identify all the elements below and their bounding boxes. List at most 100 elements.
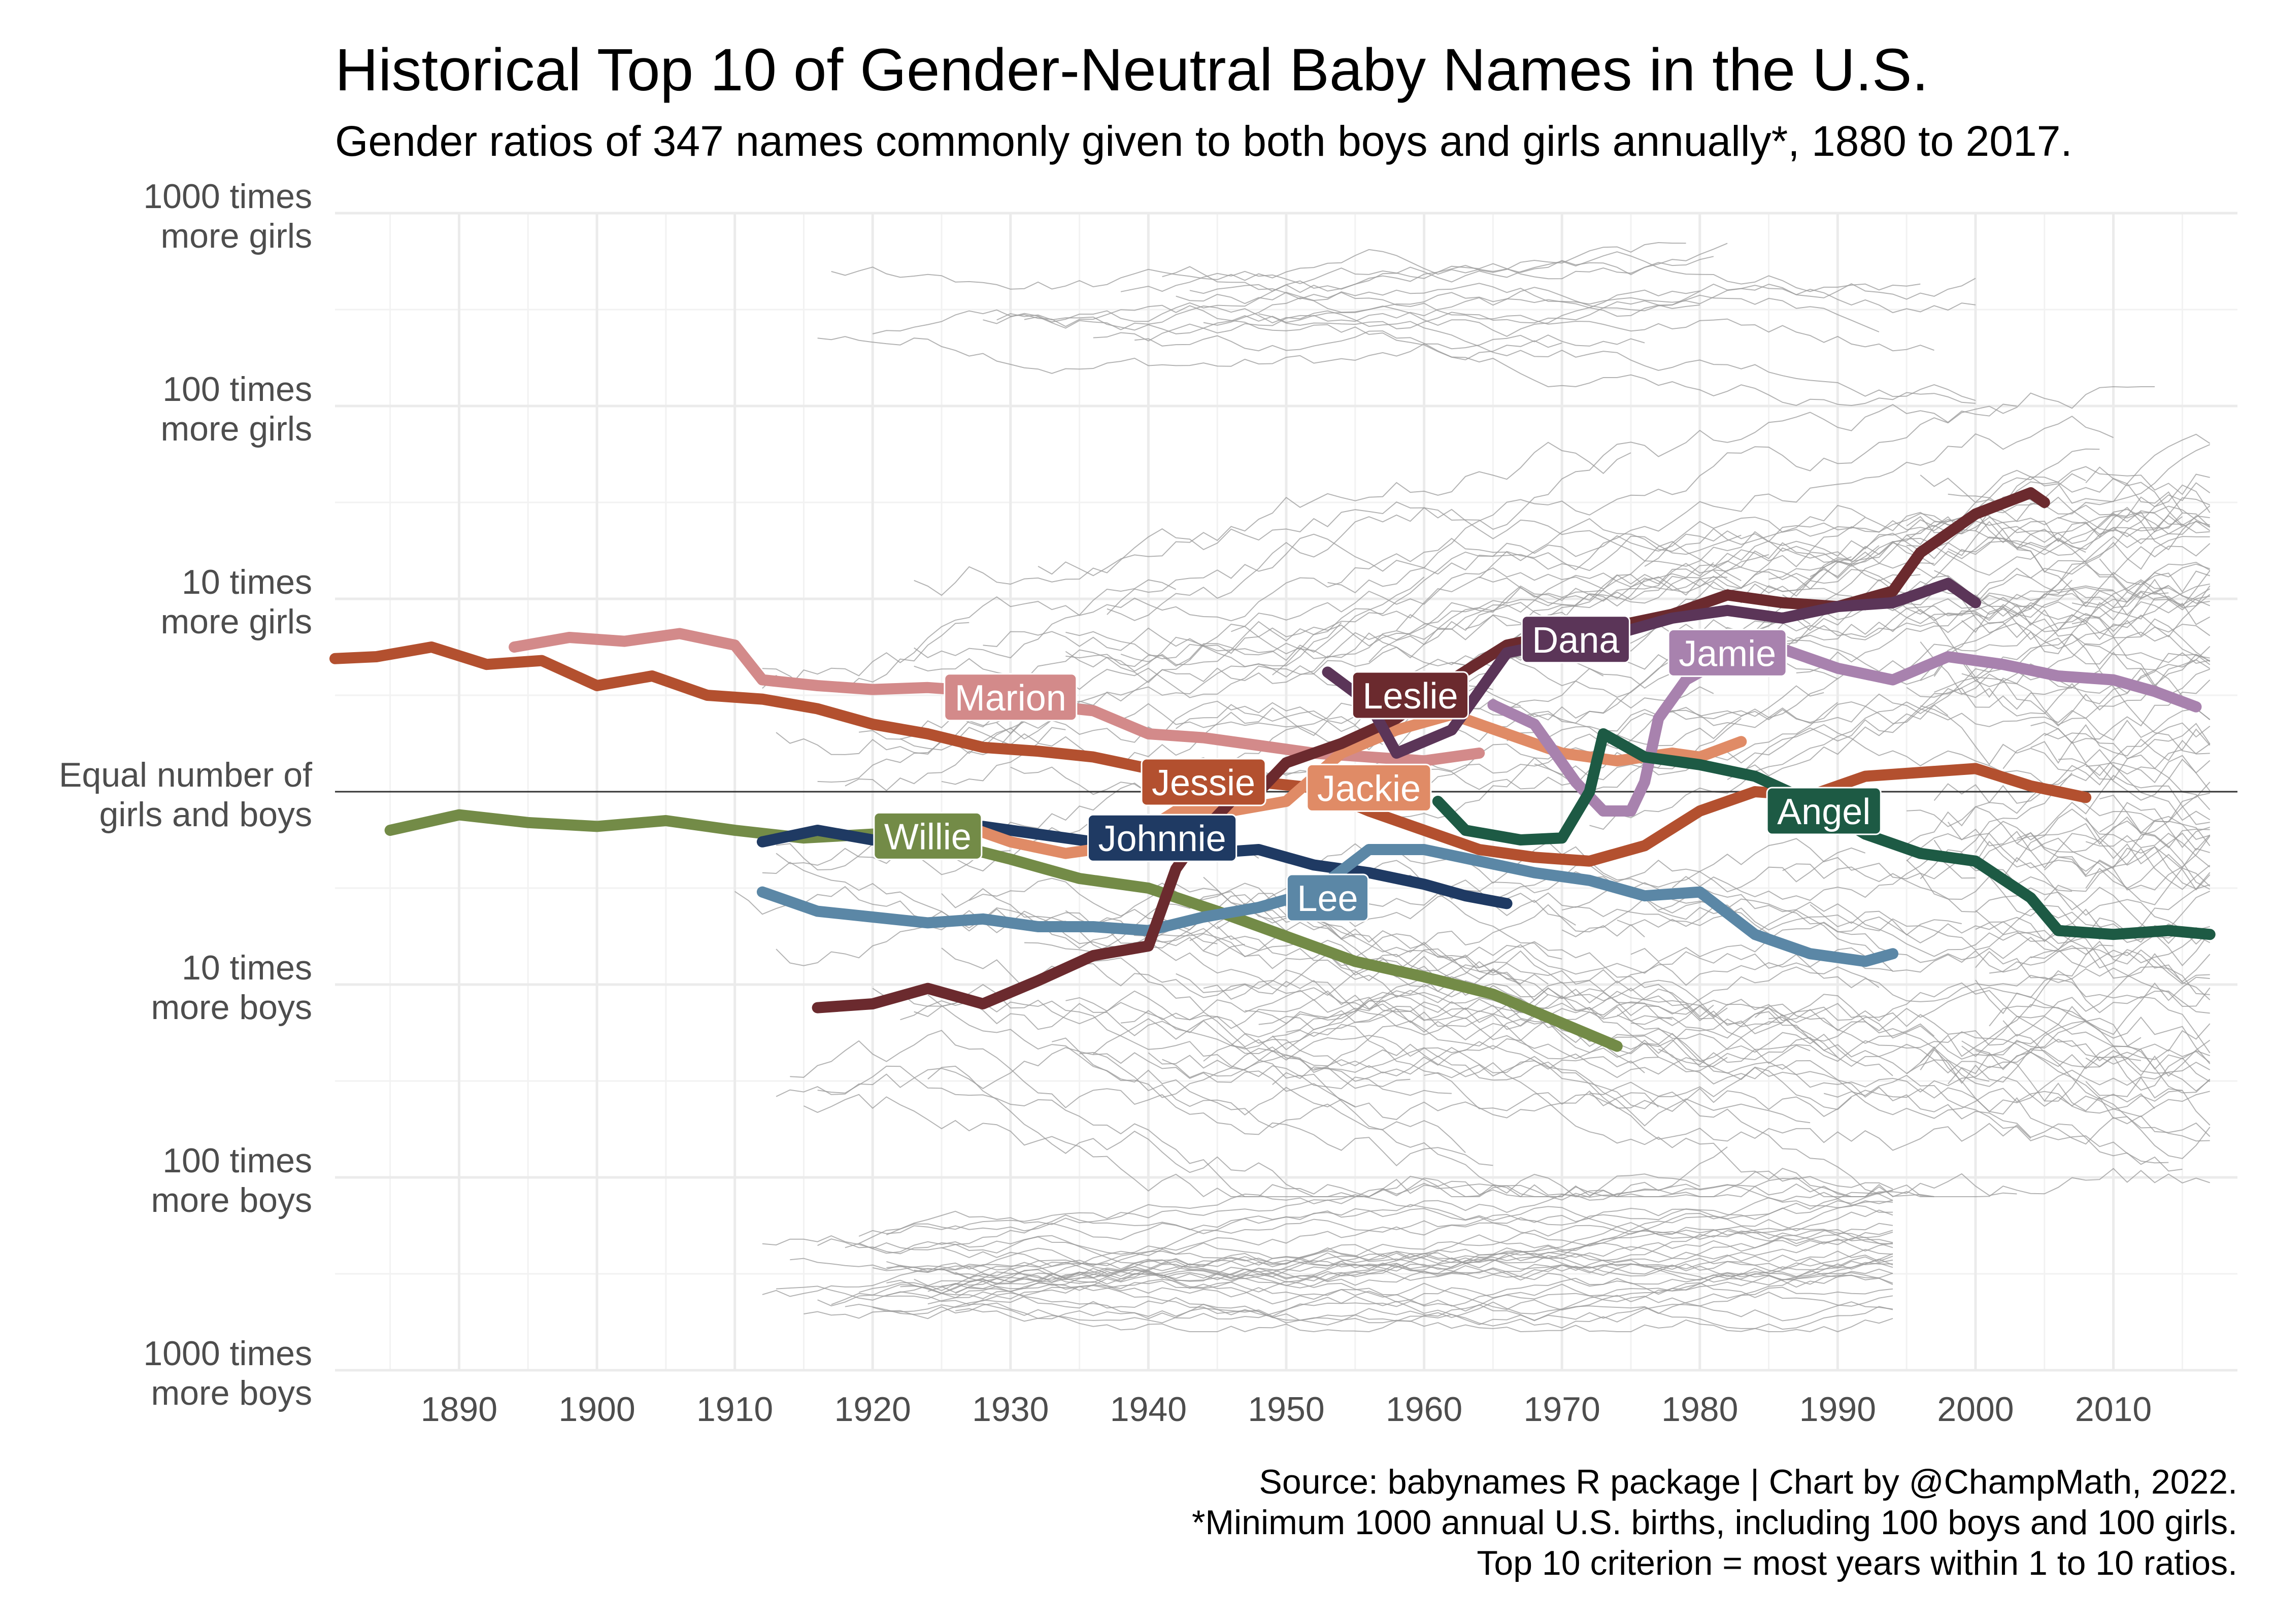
background-name-line bbox=[955, 1256, 1893, 1324]
background-name-line bbox=[872, 1247, 1893, 1288]
caption-criterion: Top 10 criterion = most years within 1 t… bbox=[1477, 1544, 2237, 1582]
series-label-box bbox=[1286, 873, 1369, 922]
x-tick-label: 1940 bbox=[1110, 1390, 1187, 1429]
background-name-line bbox=[817, 334, 1645, 374]
background-name-line bbox=[2058, 723, 2211, 780]
background-name-line bbox=[1286, 1001, 2183, 1119]
background-name-line bbox=[2044, 1039, 2211, 1102]
background-name-line bbox=[790, 1030, 1493, 1167]
series-label-marion: Marion bbox=[944, 673, 1078, 722]
background-name-line bbox=[1975, 1023, 2211, 1062]
background-name-line bbox=[886, 1264, 1893, 1307]
background-name-line bbox=[1934, 570, 2211, 655]
background-name-line bbox=[1961, 598, 2211, 662]
background-name-line bbox=[1975, 774, 2210, 853]
background-name-line bbox=[1920, 618, 2211, 688]
background-name-line bbox=[2071, 570, 2211, 621]
series-label-box bbox=[873, 811, 983, 860]
x-tick-label: 1920 bbox=[834, 1390, 911, 1429]
background-name-line bbox=[1644, 433, 2211, 567]
background-name-line bbox=[900, 984, 1452, 1096]
background-name-line bbox=[1630, 922, 1893, 962]
background-name-line bbox=[1093, 976, 1714, 1055]
background-name-line bbox=[2002, 732, 2211, 810]
series-label-box bbox=[1306, 763, 1432, 812]
series-label-lee: Lee bbox=[1286, 873, 1369, 922]
background-name-line bbox=[2085, 867, 2211, 905]
background-name-line bbox=[914, 579, 1177, 659]
background-name-line bbox=[2071, 620, 2211, 686]
background-name-line bbox=[2030, 728, 2211, 775]
background-name-line bbox=[1479, 415, 2114, 579]
series-label-text: Leslie bbox=[1362, 676, 1458, 717]
x-tick-label: 1970 bbox=[1524, 1390, 1600, 1429]
background-name-line bbox=[1920, 1018, 2211, 1094]
background-name-line bbox=[2085, 466, 2211, 526]
background-name-line bbox=[1134, 902, 1990, 1082]
background-name-line bbox=[955, 1250, 1893, 1294]
x-tick-label: 2010 bbox=[2075, 1390, 2152, 1429]
series-label-leslie: Leslie bbox=[1351, 671, 1469, 720]
background-name-line bbox=[1203, 953, 2142, 1060]
background-name-line bbox=[2030, 722, 2210, 761]
background-name-line bbox=[790, 1209, 1893, 1281]
background-name-line bbox=[1948, 515, 2210, 573]
background-name-line bbox=[1961, 976, 2210, 1070]
background-name-line bbox=[1272, 562, 1714, 675]
background-name-line bbox=[983, 242, 1686, 324]
caption: Source: babynames R package | Chart by @… bbox=[1192, 1462, 2237, 1583]
series-label-text: Johnnie bbox=[1098, 819, 1226, 859]
background-name-line bbox=[1768, 509, 2183, 580]
x-tick-label: 1950 bbox=[1248, 1390, 1324, 1429]
background-name-line bbox=[804, 1296, 1893, 1329]
y-axis: 1000 times more girls 100 times more girls 1… bbox=[59, 177, 312, 1412]
background-name-line bbox=[2058, 484, 2211, 519]
background-name-line bbox=[2002, 835, 2211, 891]
y-tick-label: 100 times more girls bbox=[161, 370, 313, 448]
background-name-line bbox=[1933, 656, 2211, 741]
background-name-line bbox=[1906, 670, 2211, 754]
series-label-text: Jamie bbox=[1679, 633, 1776, 674]
series-label-box bbox=[1087, 814, 1238, 862]
background-name-line bbox=[1258, 999, 1728, 1067]
background-name-line bbox=[1148, 883, 1549, 996]
background-name-line bbox=[1052, 1037, 1659, 1120]
background-name-line bbox=[1038, 957, 2183, 1172]
background-name-line bbox=[1782, 863, 2211, 937]
series-label-box bbox=[944, 673, 1078, 722]
background-name-line bbox=[1107, 473, 2086, 621]
y-tick-label: 10 times more boys bbox=[151, 949, 312, 1027]
caption-note: *Minimum 1000 annual U.S. births, includ… bbox=[1191, 1503, 2237, 1542]
background-name-line bbox=[1176, 278, 1976, 305]
chart-subtitle: Gender ratios of 347 names commonly give… bbox=[335, 117, 2072, 165]
background-name-line bbox=[1589, 1081, 2211, 1197]
background-name-line bbox=[1120, 256, 1714, 292]
background-name-line bbox=[1947, 822, 2211, 869]
background-name-line bbox=[2044, 848, 2211, 890]
background-name-line bbox=[927, 1230, 1893, 1292]
background-name-line bbox=[1961, 536, 2210, 633]
background-name-line bbox=[914, 997, 1934, 1198]
background-name-line bbox=[886, 1272, 1893, 1333]
series-label-box bbox=[1521, 615, 1630, 664]
background-name-line bbox=[845, 694, 1053, 792]
series-label-willie: Willie bbox=[873, 811, 983, 860]
background-name-line bbox=[1148, 1012, 2155, 1109]
series-label-text: Jessie bbox=[1152, 763, 1255, 803]
background-name-line bbox=[1093, 289, 1700, 342]
x-tick-label: 1980 bbox=[1661, 1390, 1738, 1429]
background-name-line bbox=[1907, 482, 2211, 560]
background-name-line bbox=[858, 1266, 1893, 1333]
background-name-line bbox=[1727, 724, 2072, 789]
background-name-line bbox=[1272, 1024, 2031, 1151]
background-name-line bbox=[1823, 1074, 2169, 1164]
series-label-dana: Dana bbox=[1521, 615, 1630, 664]
x-tick-label: 1930 bbox=[972, 1390, 1049, 1429]
background-name-line bbox=[1920, 705, 2211, 776]
x-tick-label: 1890 bbox=[421, 1390, 497, 1429]
background-name-line bbox=[1907, 806, 2210, 853]
series-label-text: Marion bbox=[955, 678, 1066, 719]
background-name-line bbox=[1107, 386, 2155, 615]
series-label-box bbox=[1667, 628, 1787, 677]
background-name-line bbox=[1258, 283, 1976, 329]
